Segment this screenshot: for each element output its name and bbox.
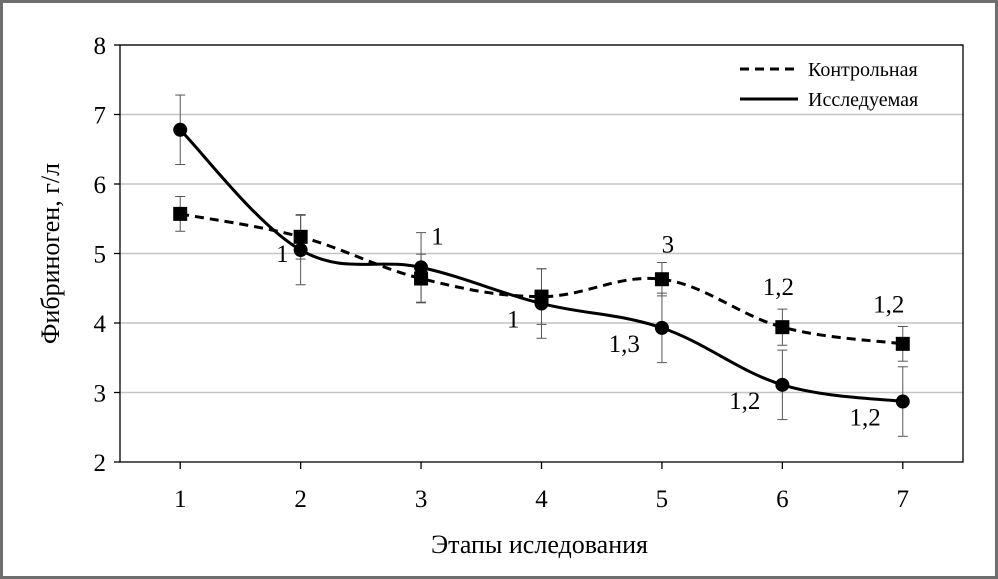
annotation-label: 1,2 <box>763 274 794 301</box>
y-tick-label: 8 <box>94 33 107 60</box>
x-tick-label: 2 <box>294 486 307 513</box>
annotation-label: 1,2 <box>729 388 760 415</box>
y-tick-label: 3 <box>94 381 107 408</box>
x-tick-label: 3 <box>415 486 428 513</box>
y-tick-label: 2 <box>94 450 107 477</box>
data-point-square <box>895 336 910 351</box>
data-point-circle <box>293 243 308 258</box>
data-point-square <box>775 320 790 335</box>
fibrinogen-line-chart: 2 3 4 5 6 7 8 1 2 3 4 5 6 7 Этапы иследования Фибриноге… <box>36 33 964 559</box>
data-point-square <box>293 229 308 244</box>
data-point-square <box>414 271 429 286</box>
y-axis-title: Фибриноген, г/л <box>36 163 65 344</box>
data-point-square <box>654 272 669 287</box>
annotation-label: 1 <box>507 307 520 334</box>
data-point-circle <box>775 377 790 392</box>
data-point-square <box>173 206 188 221</box>
annotation-label: 1 <box>431 224 444 251</box>
annotation-label: 1,2 <box>850 405 881 432</box>
x-tick-label: 6 <box>776 486 789 513</box>
annotation-label: 3 <box>662 232 675 259</box>
annotation-label: 1 <box>276 241 289 268</box>
data-point-circle <box>414 260 429 275</box>
legend-label: Контрольная <box>808 59 918 81</box>
data-point-circle <box>534 296 549 311</box>
y-tick-label: 6 <box>94 172 107 199</box>
x-tick-label: 5 <box>656 486 669 513</box>
x-tick-label: 4 <box>535 486 548 513</box>
x-tick-label: 1 <box>174 486 187 513</box>
data-point-circle <box>173 122 188 137</box>
data-point-circle <box>895 394 910 409</box>
annotation-label: 1,2 <box>873 291 904 318</box>
y-tick-label: 5 <box>94 242 107 269</box>
legend-label: Исследуемая <box>808 89 918 111</box>
y-tick-label: 7 <box>94 103 107 130</box>
data-point-circle <box>654 320 669 335</box>
y-tick-label: 4 <box>94 311 107 338</box>
annotation-label: 1,3 <box>609 331 640 358</box>
x-tick-label: 7 <box>897 486 910 513</box>
x-axis-title: Этапы иследования <box>431 530 648 559</box>
